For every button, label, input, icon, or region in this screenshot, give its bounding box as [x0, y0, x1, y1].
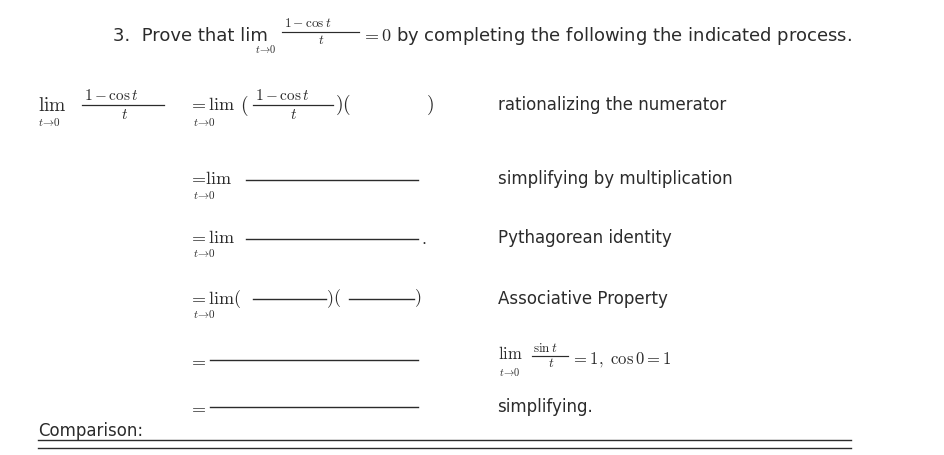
Text: rationalizing the numerator: rationalizing the numerator [497, 96, 725, 114]
Text: $=\lim($: $=\lim($ [188, 288, 242, 309]
Text: $1-\cos t$: $1-\cos t$ [254, 88, 309, 103]
Text: Associative Property: Associative Property [497, 289, 666, 308]
Text: $\lim$: $\lim$ [497, 345, 522, 363]
Text: Pythagorean identity: Pythagorean identity [497, 229, 670, 247]
Text: $t\!\rightarrow\!0$: $t\!\rightarrow\!0$ [193, 189, 215, 201]
Text: $=\lim$: $=\lim$ [188, 229, 235, 247]
Text: simplifying by multiplication: simplifying by multiplication [497, 171, 732, 188]
Text: $t\!\rightarrow\!0$: $t\!\rightarrow\!0$ [38, 116, 61, 128]
Text: $t$: $t$ [318, 35, 324, 47]
Text: $=\!\lim$: $=\!\lim$ [188, 171, 232, 188]
Text: $t$: $t$ [121, 107, 128, 122]
Text: $\lim$: $\lim$ [38, 96, 67, 115]
Text: $\ \ \ \ \ \ )$: $\ \ \ \ \ \ )$ [391, 94, 433, 117]
Text: $t\!\rightarrow\!0$: $t\!\rightarrow\!0$ [193, 247, 215, 259]
Text: Comparison:: Comparison: [38, 422, 143, 440]
Text: $\sin t$: $\sin t$ [532, 342, 557, 355]
Text: $1-\cos t$: $1-\cos t$ [84, 88, 139, 103]
Text: $)$: $)$ [414, 288, 421, 309]
Text: 3.  Prove that lim: 3. Prove that lim [113, 27, 268, 46]
Text: $t$: $t$ [290, 107, 296, 122]
Text: $1-\cos t$: $1-\cos t$ [283, 17, 330, 30]
Text: $=$: $=$ [188, 398, 207, 416]
Text: $t\!\rightarrow\!0$: $t\!\rightarrow\!0$ [193, 116, 215, 128]
Text: $=\lim$: $=\lim$ [188, 96, 235, 114]
Text: $t\!\rightarrow\!0$: $t\!\rightarrow\!0$ [498, 366, 520, 378]
Text: $(\ $: $(\ $ [239, 93, 247, 118]
Text: $= 0$ by completing the following the indicated process.: $= 0$ by completing the following the in… [362, 25, 851, 47]
Text: $t\!\rightarrow\!0$: $t\!\rightarrow\!0$ [193, 308, 215, 320]
Text: $)($: $)($ [334, 93, 350, 117]
Text: simplifying.: simplifying. [497, 398, 593, 416]
Text: $t$: $t$ [548, 357, 554, 370]
Text: $= 1,\ \cos 0 = 1$: $= 1,\ \cos 0 = 1$ [570, 350, 670, 369]
Text: $.$: $.$ [420, 230, 426, 248]
Text: $)($: $)($ [326, 287, 341, 310]
Text: $t\!\rightarrow\!0$: $t\!\rightarrow\!0$ [254, 43, 276, 55]
Text: $=$: $=$ [188, 351, 207, 369]
